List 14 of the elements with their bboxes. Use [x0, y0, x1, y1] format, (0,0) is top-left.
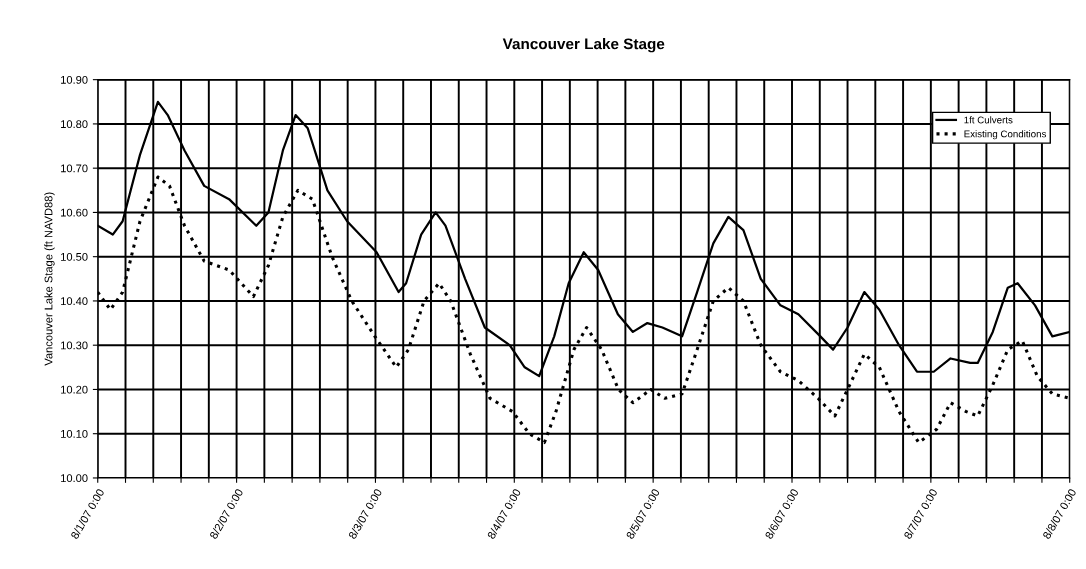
y-tick-label: 10.10: [61, 429, 88, 438]
y-tick-label: 10.60: [61, 208, 88, 217]
y-tick-label: 10.00: [61, 474, 88, 483]
y-tick-label: 10.80: [61, 120, 88, 129]
y-axis-title: Vancouver Lake Stage (ft NAVD88): [44, 192, 55, 366]
y-tick-label: 10.90: [61, 75, 88, 84]
legend-label: 1ft Culverts: [964, 116, 1013, 124]
legend-label: Existing Conditions: [964, 130, 1047, 140]
y-tick-label: 10.20: [61, 385, 88, 394]
chart-title: Vancouver Lake Stage: [502, 38, 665, 53]
y-tick-label: 10.30: [61, 341, 88, 350]
y-tick-label: 10.40: [61, 297, 88, 306]
y-tick-label: 10.50: [61, 252, 88, 261]
y-tick-label: 10.70: [61, 164, 88, 173]
